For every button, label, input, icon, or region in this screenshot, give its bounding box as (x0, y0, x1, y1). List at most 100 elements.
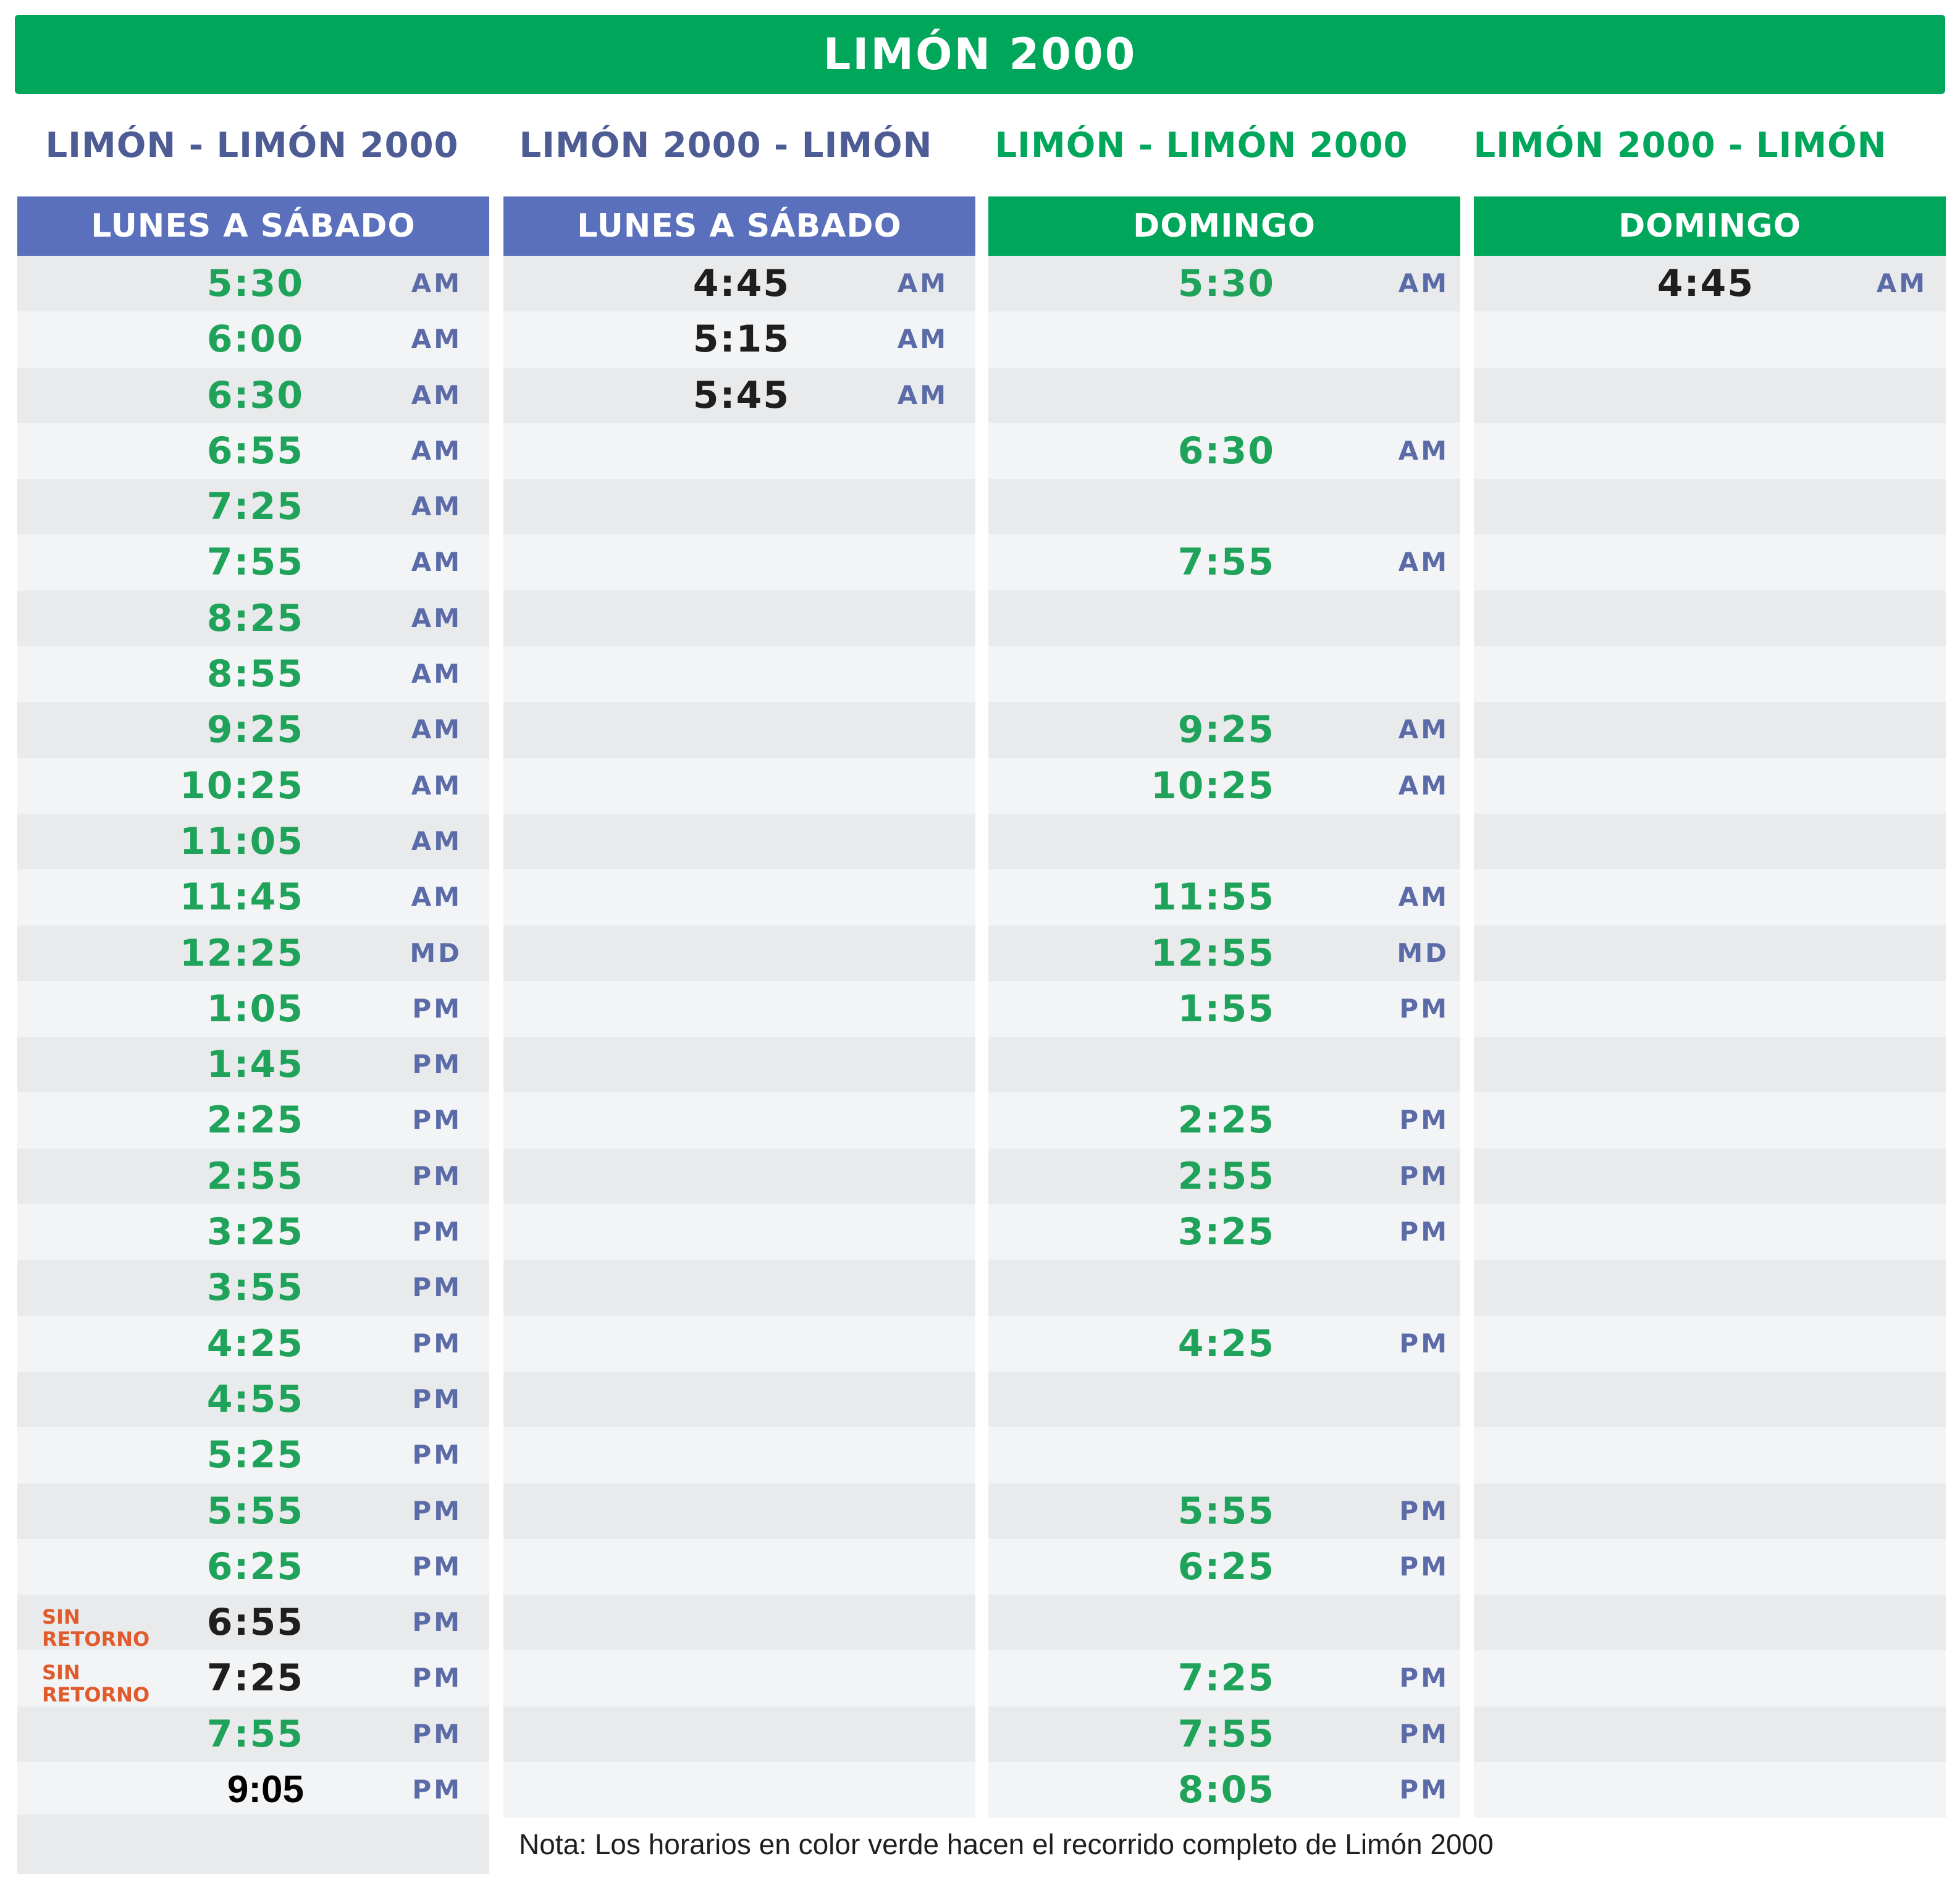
time-period: PM (412, 1049, 462, 1080)
schedule-row (503, 1371, 975, 1428)
schedule-row (1474, 1037, 1946, 1093)
time-period: PM (412, 1217, 462, 1247)
departure-time: 6:55 (206, 429, 304, 473)
schedule-row: 1:05 PM (17, 980, 489, 1037)
time-period: MD (1397, 937, 1449, 968)
time-period: PM (1399, 1495, 1449, 1526)
time-period: AM (1876, 268, 1927, 298)
departure-time: 3:55 (206, 1266, 304, 1310)
schedule-row (503, 1260, 975, 1316)
schedule-row: 7:55 PM (988, 1706, 1460, 1763)
schedule-row: 7:25 AM (17, 479, 489, 535)
time-period: PM (412, 1383, 462, 1414)
schedule-column-1: LUNES A SÁBADO 5:30 AM 6:00 AM 6:30 AM 6:55 AM 7… (17, 196, 489, 1818)
route-label-1: LIMÓN - LIMÓN 2000 (45, 125, 459, 166)
time-period: PM (412, 1160, 462, 1191)
time-period: AM (1398, 882, 1449, 913)
schedule-row (988, 1595, 1460, 1651)
departure-time: 2:55 (1177, 1154, 1275, 1198)
time-period: AM (1398, 268, 1449, 298)
schedule-column-2: LUNES A SÁBADO 4:45 AM 5:15 AM 5:45 AM (503, 196, 975, 1818)
schedule-row: 6:25 PM (988, 1538, 1460, 1595)
departure-time: 5:45 (692, 373, 790, 417)
schedule-row: 6:00 AM (17, 311, 489, 368)
schedule-row (988, 1037, 1460, 1093)
schedule-row (1474, 1260, 1946, 1316)
time-period: PM (412, 1495, 462, 1526)
time-list: 5:30 AM 6:30 AM 7:55 AM 9:25 AM 10:25 AM 11:55 AM 12… (988, 256, 1460, 1818)
schedule-row: 5:15 AM (503, 311, 975, 368)
departure-time: 3:25 (1177, 1210, 1275, 1254)
schedule-row (988, 367, 1460, 423)
schedule-row (503, 590, 975, 647)
schedule-row: 1:45 PM (17, 1037, 489, 1093)
time-period: AM (897, 268, 948, 298)
time-period: AM (1398, 547, 1449, 578)
schedule-row: 6:25 PM (17, 1538, 489, 1595)
schedule-row (503, 1148, 975, 1205)
schedule-row (1474, 534, 1946, 591)
departure-time: 5:30 (1177, 262, 1275, 305)
departure-time: 11:05 (180, 819, 304, 863)
time-period: AM (411, 379, 462, 410)
schedule-row: 8:05 PM (988, 1762, 1460, 1818)
time-period: PM (1399, 1217, 1449, 1247)
schedule-row: 4:55 PM (17, 1371, 489, 1428)
schedule-row (503, 479, 975, 535)
route-label-2: LIMÓN 2000 - LIMÓN (519, 125, 933, 166)
time-period: PM (412, 1440, 462, 1470)
schedule-row (503, 1092, 975, 1149)
departure-time: 8:55 (206, 652, 304, 696)
schedule-row: 4:45 AM (1474, 256, 1946, 312)
departure-time: 8:05 (1177, 1768, 1275, 1812)
time-period: PM (412, 1718, 462, 1749)
departure-time: 7:55 (206, 541, 304, 584)
schedule-row (503, 1538, 975, 1595)
schedule-row (1474, 980, 1946, 1037)
time-period: AM (411, 547, 462, 578)
schedule-row (503, 869, 975, 926)
time-period: AM (411, 659, 462, 689)
departure-time: 10:25 (1151, 764, 1275, 808)
time-period: PM (412, 993, 462, 1024)
day-header: LUNES A SÁBADO (503, 196, 975, 256)
schedule-row: 10:25 AM (17, 757, 489, 814)
schedule-row (1474, 813, 1946, 870)
schedule-row (1474, 1706, 1946, 1763)
schedule-row (1474, 702, 1946, 758)
day-header: DOMINGO (988, 196, 1460, 256)
departure-time: 9:25 (206, 708, 304, 752)
departure-time: 6:25 (206, 1545, 304, 1588)
schedule-row: 7:25 PM (988, 1650, 1460, 1706)
schedule-row (503, 1315, 975, 1372)
schedule-row (1474, 590, 1946, 647)
schedule-row: 7:55 PM (17, 1706, 489, 1763)
departure-time: 2:25 (206, 1099, 304, 1142)
schedule-row: 9:25 AM (17, 702, 489, 758)
time-list: 4:45 AM (1474, 256, 1946, 1818)
schedule-row: 7:25 PM SIN RETORNO (17, 1650, 489, 1706)
schedule-row: 12:55 MD (988, 925, 1460, 981)
schedule-row: 5:30 AM (988, 256, 1460, 312)
schedule-row: 4:45 AM (503, 256, 975, 312)
departure-time: 5:25 (206, 1433, 304, 1477)
schedule-row (1474, 1762, 1946, 1818)
time-period: PM (1399, 1105, 1449, 1136)
time-period: AM (1398, 770, 1449, 801)
time-period: AM (897, 379, 948, 410)
time-period: MD (410, 937, 462, 968)
schedule-row (503, 534, 975, 591)
schedule-row (988, 646, 1460, 702)
schedule-row (988, 479, 1460, 535)
route-label-4: LIMÓN 2000 - LIMÓN (1473, 125, 1887, 166)
departure-time: 10:25 (180, 764, 304, 808)
schedule-row: 3:25 PM (988, 1204, 1460, 1260)
route-label-3: LIMÓN - LIMÓN 2000 (995, 125, 1408, 166)
time-period: PM (412, 1328, 462, 1359)
schedule-row (503, 1427, 975, 1483)
time-period: PM (412, 1551, 462, 1582)
departure-time: 7:25 (1177, 1656, 1275, 1700)
schedule-row: 9:25 AM (988, 702, 1460, 758)
time-period: AM (897, 324, 948, 355)
schedule-row (1474, 1483, 1946, 1539)
